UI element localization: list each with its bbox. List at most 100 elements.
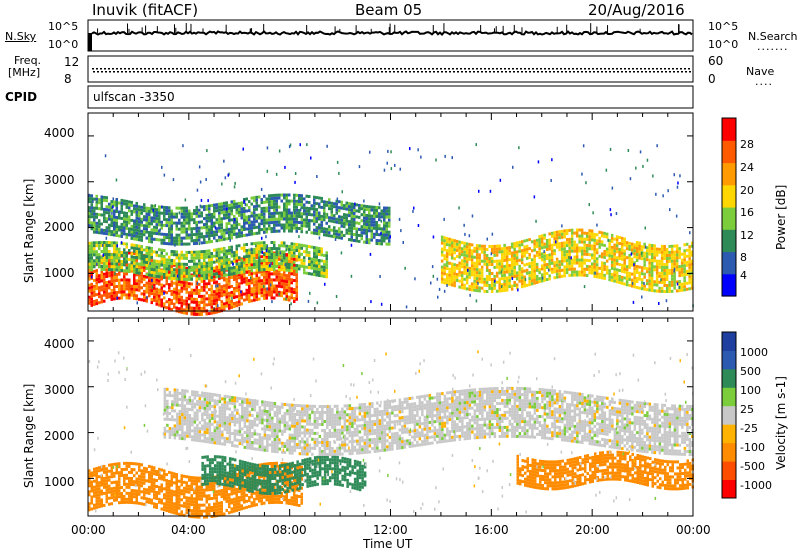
scatter-cell (161, 205, 163, 209)
heatmap-cell (125, 217, 128, 221)
heatmap-cell (363, 219, 366, 223)
heatmap-cell (460, 259, 464, 263)
heatmap-cell (660, 286, 664, 290)
heatmap-cell (115, 253, 118, 257)
heatmap-cell (298, 246, 301, 250)
heatmap-cell (183, 224, 186, 228)
heatmap-cell (108, 295, 111, 299)
heatmap-cell (133, 261, 136, 265)
heatmap-cell (168, 271, 171, 275)
nave-dot (569, 71, 571, 73)
heatmap-cell (118, 213, 121, 217)
date-title: 20/Aug/2016 (588, 1, 685, 19)
heatmap-cell (263, 247, 266, 251)
nave-dot (673, 71, 675, 73)
heatmap-cell (350, 223, 353, 227)
heatmap-cell (95, 227, 98, 231)
heatmap-cell (190, 230, 193, 234)
heatmap-cell (535, 244, 539, 248)
heatmap-cell (333, 202, 336, 206)
heatmap-cell (93, 224, 96, 228)
heatmap-cell (165, 261, 168, 265)
heatmap-cell (195, 214, 198, 218)
heatmap-cell (103, 231, 106, 235)
scatter-cell (310, 156, 312, 160)
heatmap-cell (95, 272, 98, 276)
heatmap-cell (343, 219, 346, 223)
scatter-cell (120, 241, 123, 245)
heatmap-cell (178, 277, 181, 281)
heatmap-cell (278, 214, 281, 218)
heatmap-cell (88, 268, 91, 272)
heatmap-cell (253, 298, 256, 302)
heatmap-cell (533, 260, 536, 264)
heatmap-cell (280, 253, 283, 257)
heatmap-cell (233, 199, 236, 203)
heatmap-cell (618, 248, 621, 251)
freq-dot (472, 68, 474, 70)
heatmap-cell (215, 209, 218, 213)
heatmap-cell (115, 198, 118, 201)
heatmap-cell (278, 263, 281, 267)
heatmap-cell (615, 259, 619, 263)
heatmap-cell (275, 269, 278, 273)
heatmap-cell (660, 271, 664, 275)
heatmap-cell (160, 220, 163, 224)
heatmap-cell (660, 253, 664, 257)
heatmap-cell (150, 289, 153, 293)
heatmap-cell (288, 214, 291, 218)
heatmap-cell (193, 265, 196, 269)
heatmap-cell (653, 244, 656, 248)
scatter-cell (200, 198, 203, 202)
heatmap-cell (330, 234, 333, 238)
heatmap-cell (95, 278, 98, 282)
heatmap-cell (673, 265, 676, 269)
heatmap-cell (478, 277, 481, 281)
heatmap-cell (130, 261, 133, 265)
heatmap-cell (630, 272, 634, 276)
heatmap-cell (500, 250, 504, 254)
heatmap-cell (193, 253, 196, 257)
heatmap-cell (295, 288, 298, 292)
heatmap-cell (510, 266, 514, 270)
heatmap-cell (113, 209, 116, 213)
heatmap-cell (285, 223, 288, 227)
heatmap-cell (553, 237, 556, 241)
heatmap-cell (678, 250, 681, 254)
heatmap-cell (628, 277, 631, 281)
heatmap-cell (183, 284, 186, 288)
heatmap-cell (170, 253, 173, 256)
heatmap-cell (170, 307, 173, 311)
heatmap-cell (168, 209, 171, 213)
heatmap-cell (330, 219, 333, 223)
scatter-cell (112, 205, 114, 209)
heatmap-cell (303, 218, 306, 222)
heatmap-cell (283, 205, 286, 209)
freq-dot (128, 68, 130, 70)
heatmap-cell (160, 292, 163, 296)
heatmap-cell (478, 268, 481, 272)
heatmap-cell (510, 251, 514, 255)
heatmap-cell (643, 287, 646, 291)
heatmap-cell (315, 249, 318, 253)
heatmap-cell (115, 247, 118, 251)
heatmap-cell (635, 286, 639, 289)
heatmap-cell (318, 271, 321, 274)
nave-dot (237, 71, 239, 73)
heatmap-cell (505, 264, 509, 268)
heatmap-cell (290, 214, 293, 218)
heatmap-cell (235, 247, 238, 251)
heatmap-cell (178, 292, 181, 296)
heatmap-cell (313, 222, 316, 226)
heatmap-cell (568, 264, 571, 268)
heatmap-cell (143, 218, 146, 222)
heatmap-cell (275, 229, 278, 233)
heatmap-cell (550, 261, 554, 265)
heatmap-cell (255, 204, 258, 208)
heatmap-cell (105, 275, 108, 278)
heatmap-cell (253, 280, 256, 284)
heatmap-cell (620, 278, 624, 282)
heatmap-cell (110, 288, 113, 292)
heatmap-cell (200, 285, 203, 289)
